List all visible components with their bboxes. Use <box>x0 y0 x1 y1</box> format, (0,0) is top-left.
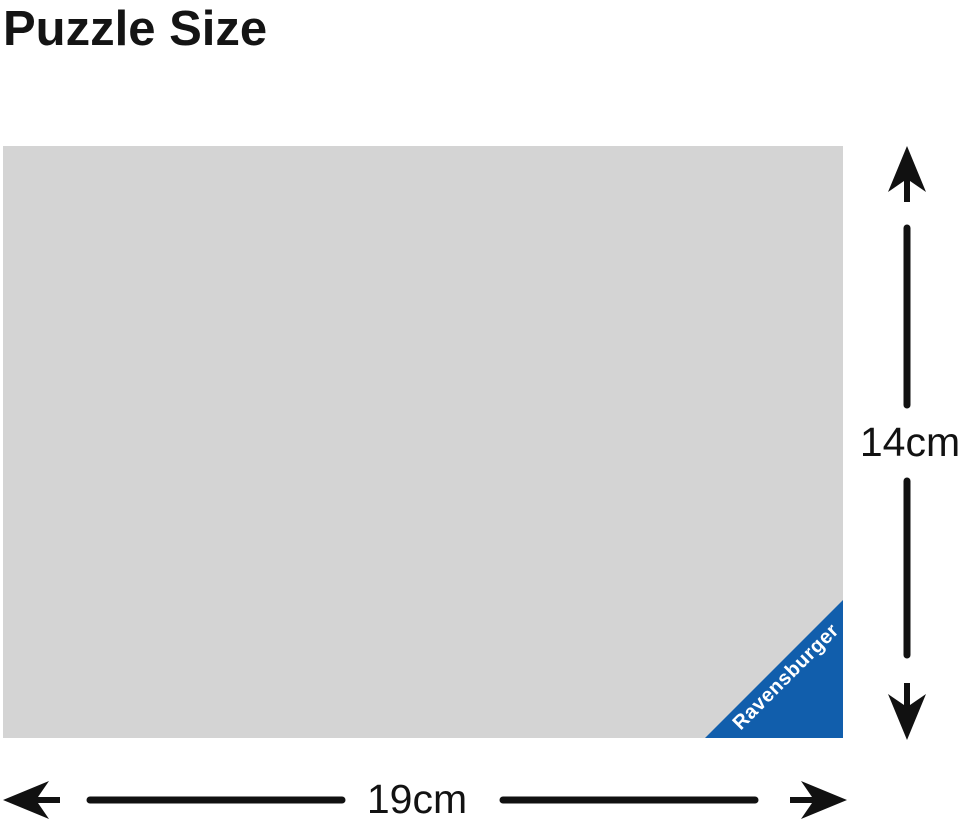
puzzle-preview-rect: Ravensburger <box>3 146 843 738</box>
ravensburger-corner-badge-icon: Ravensburger <box>705 600 843 738</box>
width-dimension-label: 19cm <box>366 776 468 822</box>
arrow-up-icon <box>888 146 926 202</box>
arrow-down-icon <box>888 683 926 740</box>
width-dimension-arrow-icon <box>3 781 847 819</box>
arrow-left-icon <box>3 781 60 819</box>
height-dimension-label: 14cm <box>859 419 959 465</box>
arrow-right-icon <box>790 781 847 819</box>
page-title: Puzzle Size <box>3 2 268 56</box>
corner-triangle-shape <box>705 600 843 738</box>
height-dimension-arrow-icon <box>888 146 926 740</box>
